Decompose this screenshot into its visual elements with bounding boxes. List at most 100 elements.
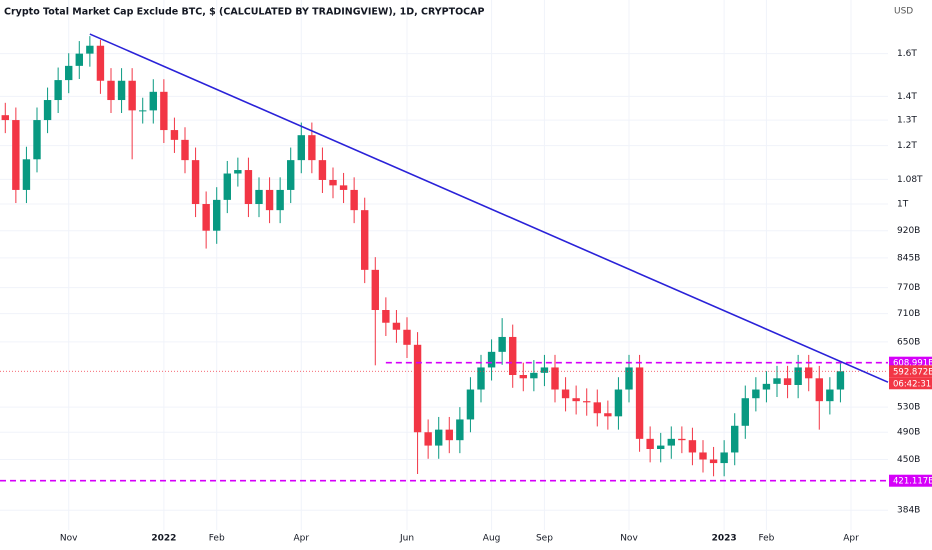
candle-body (815, 378, 823, 402)
x-tick-label: Sep (536, 534, 553, 544)
candle-body (255, 189, 263, 205)
trendline (89, 33, 889, 383)
candle-body (276, 189, 284, 211)
y-tick-label: 384B (897, 506, 920, 516)
countdown-label: 06:42:31 (893, 379, 931, 389)
candle-body (22, 159, 31, 190)
candle-body (223, 173, 231, 200)
candle-body (487, 351, 496, 368)
candle-body (783, 378, 792, 385)
candle-body (265, 189, 274, 211)
candle-body (466, 389, 475, 420)
x-tick-label: Apr (843, 534, 859, 544)
candle-body (350, 189, 358, 211)
candle-body (509, 336, 517, 376)
y-tick-label: 650B (897, 337, 920, 347)
candle-body (477, 367, 485, 390)
candle-body (149, 91, 157, 111)
x-tick-label: Jun (399, 534, 414, 544)
y-tick-label: 1.4T (897, 92, 917, 102)
candle-body (287, 160, 295, 190)
y-tick-label: 1.08T (897, 175, 923, 185)
candle-body (339, 185, 348, 190)
candle-body (424, 432, 432, 446)
candle-body (117, 80, 126, 101)
x-tick-label: 2022 (151, 534, 176, 544)
last-price-label-bg (889, 365, 932, 378)
candle-body (583, 401, 591, 403)
candle-body (667, 438, 675, 446)
y-tick-label: 490B (897, 428, 920, 438)
candle-body (181, 139, 189, 161)
candle-body (551, 367, 559, 390)
candle-body (540, 367, 549, 373)
candle-body (625, 367, 633, 390)
candle-body (561, 389, 570, 399)
candle-body (139, 110, 147, 112)
price-axis: 1.6T 1.4T 1.3T 1.2T 1.08T 1T 920B 845B 770B 710B 6… (60, 49, 932, 544)
candle-body (614, 389, 623, 417)
candle-body (403, 329, 411, 345)
candle-body (604, 413, 612, 417)
candle-body (519, 375, 527, 379)
candle-body (498, 336, 506, 352)
grid (0, 0, 888, 530)
candle-body (678, 438, 686, 441)
y-tick-label: 770B (897, 283, 920, 293)
candle-body (371, 269, 379, 311)
y-tick-label: 1.2T (897, 141, 917, 151)
candle-body (170, 130, 179, 140)
candle-body (33, 120, 41, 160)
candle-body (202, 204, 210, 231)
candle-body (213, 199, 221, 231)
plot-area (0, 33, 889, 482)
candle-body (329, 179, 337, 186)
candle-body (530, 372, 538, 379)
candle-body (413, 344, 422, 433)
x-tick-label: 2023 (712, 534, 737, 544)
x-tick-label: Nov (620, 534, 638, 544)
candle-body (107, 80, 115, 101)
candle-body (191, 160, 200, 205)
candle-body (773, 378, 781, 384)
level-label: 421.117B (893, 477, 932, 487)
candle-body (657, 445, 665, 450)
candle-body (361, 210, 369, 270)
candle-body (96, 45, 105, 81)
candle-body (435, 429, 443, 446)
candle-body (445, 429, 453, 441)
y-tick-label: 1T (897, 200, 909, 210)
y-tick-label: 1.6T (897, 49, 917, 59)
x-tick-label: Apr (293, 534, 309, 544)
y-tick-label: 710B (897, 309, 920, 319)
y-tick-label: 530B (897, 403, 920, 413)
y-tick-label: 450B (897, 455, 920, 465)
candle-body (593, 402, 601, 414)
candle-body (1, 115, 9, 121)
candle-body (826, 389, 834, 402)
chart-title: Crypto Total Market Cap Exclude BTC, $ (… (4, 7, 485, 18)
currency-label: USD (894, 7, 913, 17)
candle-body (43, 100, 52, 121)
candle-body (308, 135, 316, 161)
candle-body (762, 383, 771, 390)
candle-body (54, 80, 62, 101)
y-tick-label: 845B (897, 253, 920, 263)
candle-body (688, 440, 697, 453)
candle-body (160, 91, 168, 131)
candle-body (794, 367, 802, 385)
x-tick-label: Nov (60, 534, 78, 544)
y-tick-label: 1.3T (897, 116, 917, 126)
candle-body (12, 120, 20, 190)
level-label-bg (889, 474, 932, 487)
candle-body (128, 80, 136, 111)
candle-body (635, 367, 644, 439)
candle-body (382, 310, 390, 323)
candle-body (65, 65, 73, 81)
candle-body (709, 459, 718, 464)
y-tick-label: 920B (897, 226, 920, 236)
candle-body (318, 160, 327, 180)
candle-body (392, 322, 401, 330)
